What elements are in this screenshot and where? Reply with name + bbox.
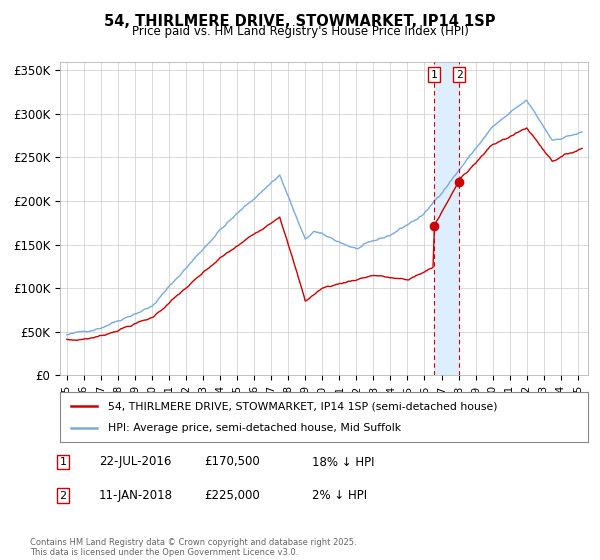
Text: 2: 2 (59, 491, 67, 501)
Text: 1: 1 (431, 69, 437, 80)
Text: 11-JAN-2018: 11-JAN-2018 (99, 489, 173, 502)
Text: £170,500: £170,500 (204, 455, 260, 469)
Text: 18% ↓ HPI: 18% ↓ HPI (312, 455, 374, 469)
Bar (434, 62, 459, 375)
Text: Price paid vs. HM Land Registry's House Price Index (HPI): Price paid vs. HM Land Registry's House … (131, 25, 469, 38)
Text: 2% ↓ HPI: 2% ↓ HPI (312, 489, 367, 502)
Text: Contains HM Land Registry data © Crown copyright and database right 2025.
This d: Contains HM Land Registry data © Crown c… (30, 538, 356, 557)
Text: £225,000: £225,000 (204, 489, 260, 502)
Text: 1: 1 (59, 457, 67, 467)
Text: 2: 2 (455, 69, 463, 80)
Text: 22-JUL-2016: 22-JUL-2016 (99, 455, 172, 469)
Text: HPI: Average price, semi-detached house, Mid Suffolk: HPI: Average price, semi-detached house,… (107, 423, 401, 433)
Text: 54, THIRLMERE DRIVE, STOWMARKET, IP14 1SP: 54, THIRLMERE DRIVE, STOWMARKET, IP14 1S… (104, 14, 496, 29)
Text: 54, THIRLMERE DRIVE, STOWMARKET, IP14 1SP (semi-detached house): 54, THIRLMERE DRIVE, STOWMARKET, IP14 1S… (107, 401, 497, 411)
